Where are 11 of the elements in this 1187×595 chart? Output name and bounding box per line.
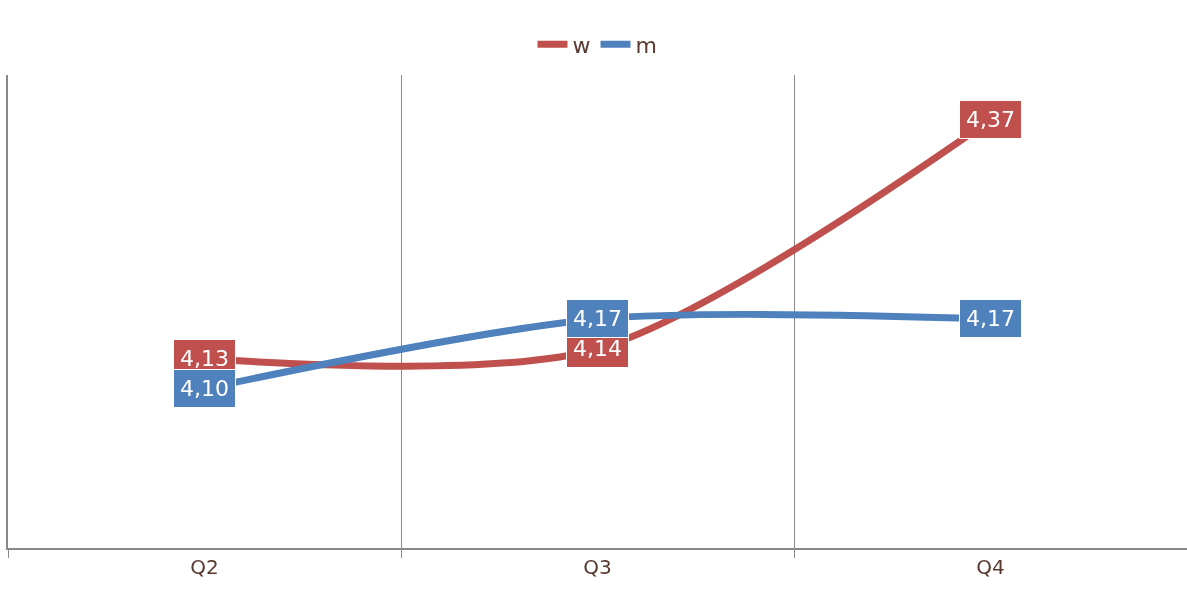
data-label: 4,13	[180, 346, 229, 371]
data-label: 4,10	[180, 376, 229, 401]
x-tick-label: Q4	[976, 554, 1005, 579]
data-label: 4,14	[573, 336, 622, 361]
data-label: 4,37	[966, 107, 1015, 132]
legend-label: m	[635, 32, 657, 58]
data-label: 4,17	[573, 306, 622, 331]
x-tick-label: Q3	[583, 554, 612, 579]
data-label: 4,17	[966, 306, 1015, 331]
legend-label: w	[572, 32, 591, 58]
x-tick-label: Q2	[190, 554, 219, 579]
